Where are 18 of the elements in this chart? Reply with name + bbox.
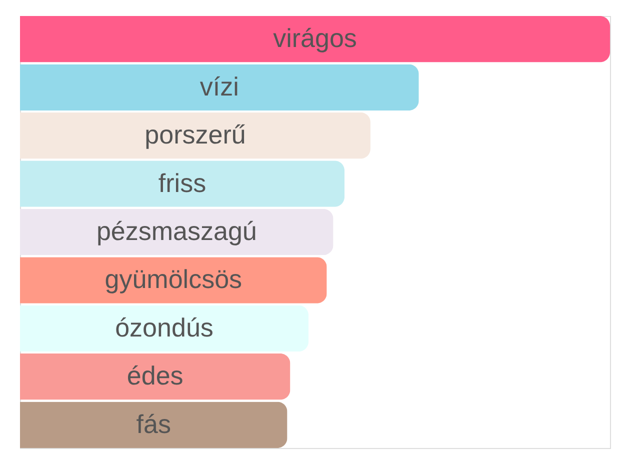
y-tick-label: gyümölcsös xyxy=(104,264,242,294)
bar xyxy=(20,402,288,448)
bar xyxy=(20,64,419,110)
y-tick-label: vízi xyxy=(200,71,239,102)
bar xyxy=(20,257,327,304)
y-tick-label: fás xyxy=(136,408,171,439)
y-tick-label: pézsmaszagú xyxy=(96,216,257,246)
y-tick-label: ózondús xyxy=(115,312,214,342)
bar xyxy=(20,305,309,352)
bar xyxy=(20,112,370,159)
y-tick-label: friss xyxy=(158,168,206,198)
bar xyxy=(20,160,344,207)
y-tick-label: virágos xyxy=(273,23,357,54)
y-tick-label: porszerű xyxy=(144,120,246,150)
bar xyxy=(20,208,334,256)
y-tick-label: édes xyxy=(126,360,184,391)
bar xyxy=(20,16,610,62)
bar xyxy=(20,354,290,400)
